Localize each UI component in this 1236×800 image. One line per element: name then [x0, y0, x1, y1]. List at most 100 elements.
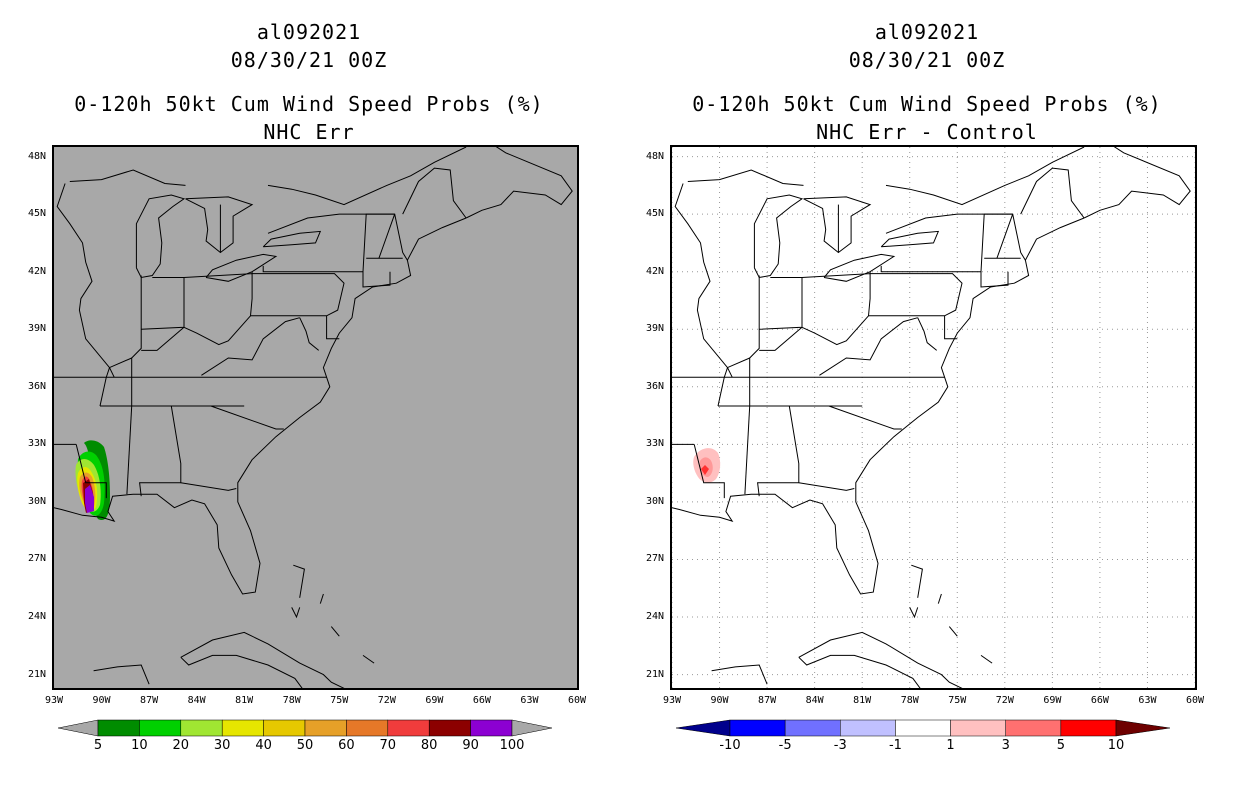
map-canvas — [54, 147, 573, 688]
boundary-line — [674, 183, 729, 407]
boundary-line — [1083, 147, 1191, 219]
lat-tick-label: 27N — [645, 553, 664, 565]
colorbar-swatch — [221, 719, 264, 737]
boundary-line — [759, 326, 803, 351]
forecast-datetime: 08/30/21 00Z — [848, 48, 1006, 72]
boundary-line — [744, 405, 751, 495]
boundary-line — [917, 317, 938, 351]
colorbar-label: 5 — [93, 738, 103, 753]
boundary-line — [185, 196, 254, 254]
lon-tick-label: 84W — [187, 695, 206, 706]
boundary-line — [828, 405, 902, 430]
colorbar-label: 10 — [131, 738, 148, 753]
colorbar-label: 60 — [338, 738, 355, 753]
boundary-line — [693, 444, 725, 499]
panel-subtitle: NHC Err - Control — [816, 120, 1038, 144]
lat-tick-label: 24N — [27, 611, 46, 623]
boundary-line — [75, 444, 107, 499]
panel-subtitle: NHC Err — [263, 120, 355, 144]
colorbar-swatch — [304, 719, 347, 737]
boundary-line — [465, 147, 573, 219]
lat-lon-grid — [672, 147, 1195, 688]
lon-tick-label: 66W — [1090, 695, 1109, 706]
boundary-line — [319, 593, 324, 604]
difference-swath — [693, 448, 721, 483]
lon-tick-label: 78W — [282, 695, 301, 706]
boundary-line — [911, 564, 923, 598]
left-panel: al092021 08/30/21 00Z 0-120h 50kt Cum Wi… — [27, 20, 587, 753]
boundary-line — [1020, 167, 1085, 219]
lon-tick-label: 78W — [900, 695, 919, 706]
lon-tick-label: 90W — [92, 695, 111, 706]
lon-tick-label: 60W — [1185, 695, 1205, 706]
colorbar-under-arrow — [57, 719, 99, 737]
colorbar-label: 40 — [255, 738, 272, 753]
lon-tick-label: 87W — [758, 695, 777, 706]
lat-tick-label: 36N — [27, 380, 46, 392]
colorbar-swatch — [346, 719, 389, 737]
lat-tick-label: 42N — [645, 265, 664, 277]
boundary-line — [753, 194, 804, 279]
boundary-line — [801, 273, 871, 346]
lat-tick-label: 39N — [645, 323, 664, 335]
lon-tick-label: 81W — [235, 695, 254, 706]
boundary-line — [135, 194, 186, 279]
forecast-datetime: 08/30/21 00Z — [230, 48, 388, 72]
colorbar-swatch — [180, 719, 223, 737]
colorbar-label: 10 — [1107, 738, 1125, 753]
boundary-line — [726, 357, 750, 378]
lon-tick-label: 60W — [567, 695, 587, 706]
boundary-line — [948, 626, 958, 637]
lon-tick-label: 90W — [710, 695, 729, 706]
boundary-line — [378, 213, 396, 259]
boundary-line — [330, 626, 340, 637]
colorbar-label: -1 — [888, 738, 902, 753]
boundary-line — [262, 213, 408, 273]
lon-tick-label: 93W — [44, 695, 64, 706]
lat-tick-label: 48N — [645, 150, 664, 162]
colorbar-swatch — [97, 719, 140, 737]
boundary-line — [54, 217, 467, 595]
lon-tick-label: 87W — [140, 695, 159, 706]
colorbar-label: 50 — [296, 738, 314, 753]
lon-tick-label: 72W — [377, 695, 396, 706]
colorbar-swatch — [387, 719, 430, 737]
colorbar-over-arrow — [511, 719, 553, 737]
boundary-line — [757, 405, 800, 497]
colorbar-swatch — [729, 719, 786, 737]
boundary-line — [293, 564, 305, 598]
colorbar-swatch — [470, 719, 513, 737]
colorbar-strip — [675, 719, 1171, 737]
lon-tick-label: 63W — [1138, 695, 1157, 706]
lon-tick-label: 75W — [330, 695, 349, 706]
boundary-line — [201, 317, 300, 376]
colorbar-strip — [57, 719, 553, 737]
colorbar-label: 5 — [1056, 738, 1065, 753]
storm-id: al092021 — [874, 20, 980, 44]
boundary-line — [299, 317, 320, 351]
colorbar-label: -5 — [778, 738, 792, 753]
colorbar-label: 1 — [946, 738, 955, 753]
colorbar-label: 100 — [499, 738, 525, 753]
colorbar-label: 70 — [379, 738, 397, 753]
boundary-line — [996, 213, 1014, 259]
lat-tick-label: 42N — [27, 265, 46, 277]
boundary-line — [937, 593, 942, 604]
colorbar — [618, 718, 1236, 758]
boundary-line — [711, 664, 768, 685]
boundary-line — [141, 326, 185, 351]
boundary-line — [798, 631, 963, 688]
colorbar-label: -10 — [719, 738, 741, 753]
boundary-line — [141, 277, 185, 330]
lon-tick-label: 69W — [425, 695, 444, 706]
boundary-line — [362, 654, 375, 664]
colorbar-label: 3 — [1001, 738, 1010, 753]
map-canvas — [672, 147, 1195, 688]
lat-tick-label: 48N — [27, 150, 46, 162]
storm-id: al092021 — [256, 20, 362, 44]
boundary-line — [819, 317, 918, 376]
boundary-line — [139, 405, 182, 497]
lon-tick-label: 75W — [948, 695, 967, 706]
lat-tick-label: 21N — [27, 668, 46, 680]
colorbar-label: 20 — [172, 738, 190, 753]
